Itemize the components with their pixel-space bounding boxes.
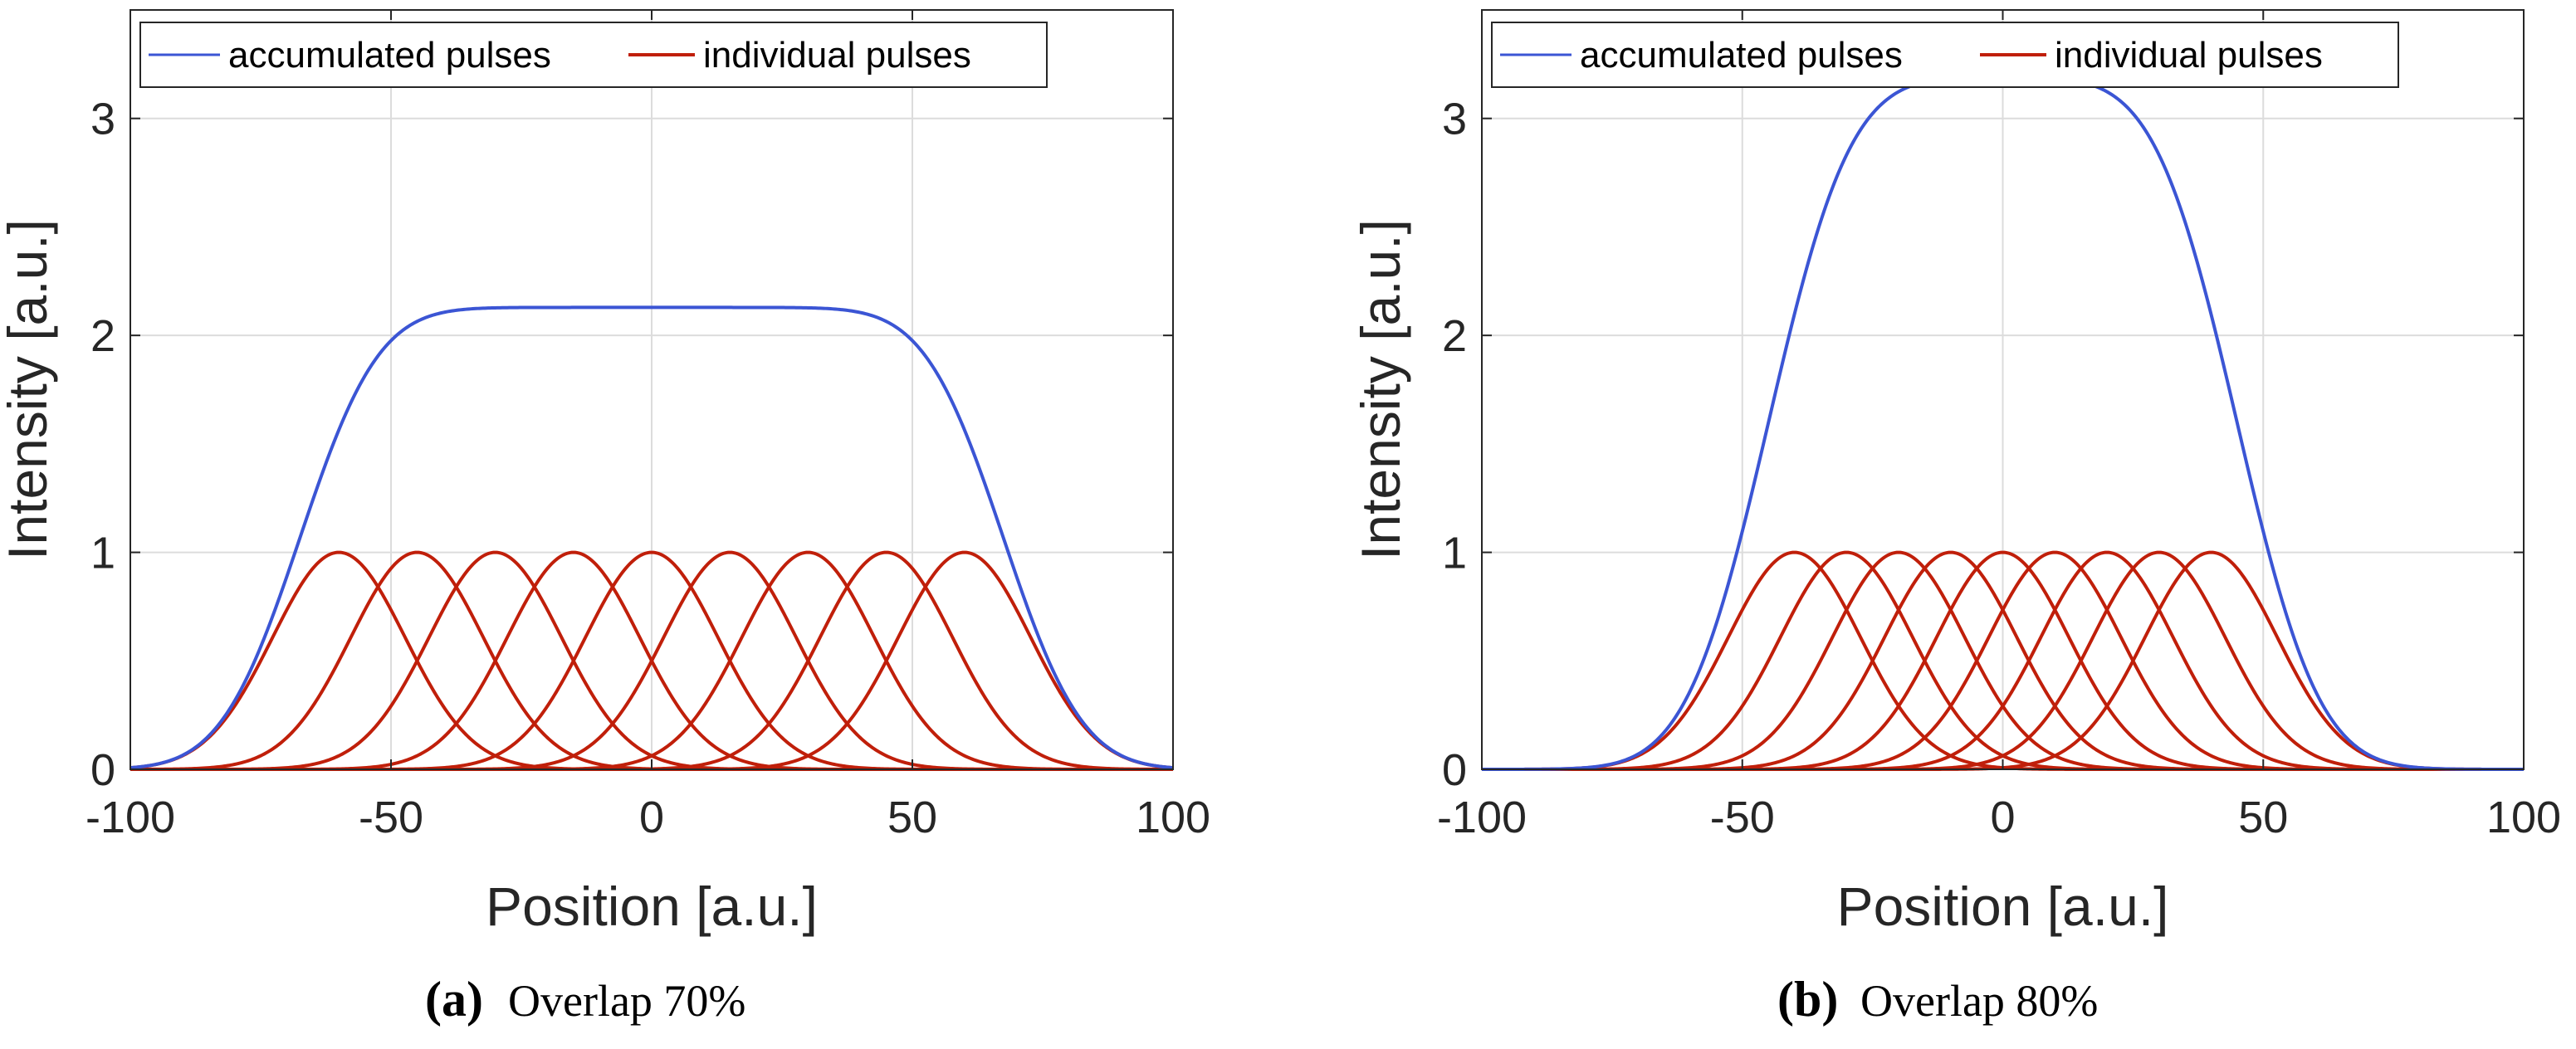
- x-tick-label: 100: [2486, 793, 2561, 842]
- y-tick-label: 0: [1442, 745, 1467, 795]
- y-axis-label: Intensity [a.u.]: [1350, 219, 1411, 560]
- x-tick-label: 0: [1990, 793, 2015, 842]
- y-tick-label: 0: [90, 745, 115, 795]
- y-tick-label: 1: [90, 529, 115, 578]
- caption-b-letter: (b): [1777, 972, 1838, 1027]
- caption-a-text: Overlap 70%: [508, 976, 745, 1026]
- x-tick-label: 0: [639, 793, 664, 842]
- y-axis-label: Intensity [a.u.]: [0, 219, 58, 560]
- x-axis-label: Position [a.u.]: [1837, 876, 2169, 937]
- x-axis-label: Position [a.u.]: [486, 876, 818, 937]
- x-tick-label: 100: [1136, 793, 1210, 842]
- panel-b: -100 -50 0 50 100 0 1 2 3 Position [a.u.] Intensit…: [1350, 9, 2561, 937]
- legend-accumulated-label: accumulated pulses: [1580, 35, 1903, 76]
- legend-accumulated-label: accumulated pulses: [228, 35, 551, 76]
- panel-a: -100 -50 0 50 100 0 1 2 3 Position [a.u.] Intensit…: [0, 9, 1210, 937]
- y-tick-label: 2: [1442, 311, 1467, 361]
- y-tick-label: 3: [90, 95, 115, 144]
- x-tick-label: -100: [1437, 793, 1527, 842]
- caption-b-text: Overlap 80%: [1860, 976, 2098, 1026]
- x-tick-label: 50: [887, 793, 937, 842]
- legend-box: [1491, 22, 2399, 88]
- y-tick-label: 2: [90, 311, 115, 361]
- legend-individual-label: individual pulses: [2055, 35, 2323, 76]
- y-tick-label: 1: [1442, 529, 1467, 578]
- x-tick-label: 50: [2238, 793, 2288, 842]
- accumulated-pulses-line: [130, 305, 1174, 770]
- legend-individual-label: individual pulses: [703, 35, 971, 76]
- caption-a-letter: (a): [425, 972, 483, 1027]
- y-tick-label: 3: [1442, 95, 1467, 144]
- x-tick-label: -50: [359, 793, 423, 842]
- legend-box: [139, 22, 1048, 88]
- x-tick-label: -50: [1710, 793, 1775, 842]
- x-tick-label: -100: [86, 793, 175, 842]
